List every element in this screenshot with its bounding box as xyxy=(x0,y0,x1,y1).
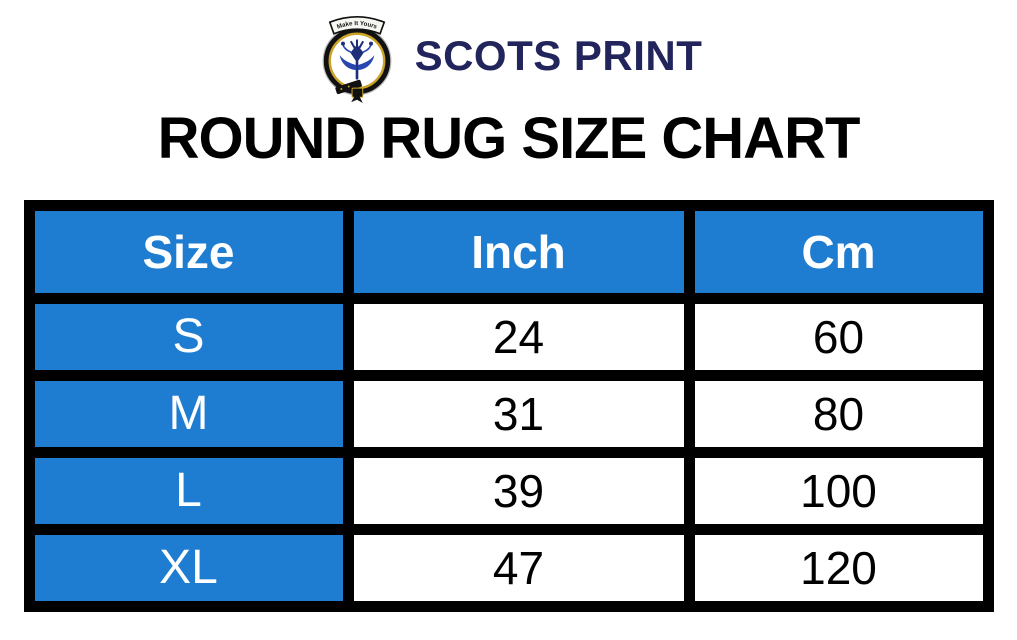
cell-m-cm: 80 xyxy=(694,381,983,447)
clan-crest-logo: Make It Yours xyxy=(315,9,399,103)
cell-m-inch: 31 xyxy=(353,381,684,447)
crest-icon: Make It Yours xyxy=(322,16,391,103)
cell-l-cm: 100 xyxy=(694,458,983,524)
cell-xl-inch: 47 xyxy=(353,535,684,601)
row-label-xl: XL xyxy=(34,535,343,601)
svg-text:Make It Yours: Make It Yours xyxy=(336,20,378,31)
page-title: ROUND RUG SIZE CHART xyxy=(157,106,861,171)
crest-banner-text: Make It Yours xyxy=(336,20,378,31)
cell-s-inch: 24 xyxy=(353,304,684,370)
banner-ribbon: Make It Yours xyxy=(328,16,385,35)
row-label-l: L xyxy=(34,458,343,524)
brand-name: SCOTS PRINT xyxy=(414,32,703,79)
thistle-icon xyxy=(339,39,374,80)
size-chart-table: Size Inch Cm S 24 60 M 31 80 L 39 100 xyxy=(23,200,994,612)
column-header-size: Size xyxy=(34,211,343,293)
table-row-l: L 39 100 xyxy=(34,458,983,524)
row-label-m: M xyxy=(34,381,343,447)
table-row-xl: XL 47 120 xyxy=(34,535,983,601)
table-row-s: S 24 60 xyxy=(34,304,983,370)
row-label-s: S xyxy=(34,304,343,370)
cell-s-cm: 60 xyxy=(694,304,983,370)
header-row: Size Inch Cm xyxy=(34,211,983,293)
brand-header: Make It Yours SCOTS PRINT xyxy=(0,0,1017,103)
column-header-cm: Cm xyxy=(694,211,983,293)
table-row-m: M 31 80 xyxy=(34,381,983,447)
cell-l-inch: 39 xyxy=(353,458,684,524)
cell-xl-cm: 120 xyxy=(694,535,983,601)
column-header-inch: Inch xyxy=(353,211,684,293)
buckle xyxy=(334,79,363,103)
